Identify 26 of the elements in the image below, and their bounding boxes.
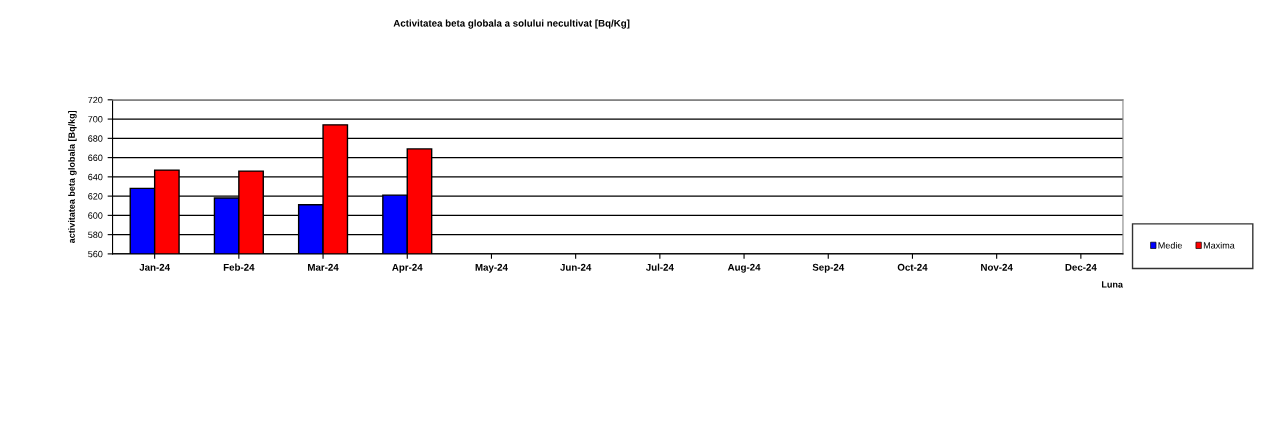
x-tick-label: Feb-24 [223, 263, 255, 271]
x-tick-label: Sep-24 [812, 263, 845, 273]
x-tick-label: Jun-24 [560, 263, 592, 271]
x-tick-label: Mar-24 [308, 263, 339, 271]
x-tick-label: Oct-24 [897, 263, 928, 271]
y-tick-label: 680 [88, 135, 103, 142]
y-tick-label: 720 [88, 96, 103, 104]
x-tick-label: Dec-24 [1065, 263, 1097, 271]
x-tick-label: May-24 [475, 263, 508, 273]
x-tick-label: Apr-24 [392, 263, 423, 273]
x-tick-label: Nov-24 [981, 263, 1013, 271]
x-tick-label: Jan-24 [139, 263, 170, 271]
chart-title: Activitatea beta globala a solului necultivat [Bq/Kg] [393, 19, 630, 29]
y-tick-label: 700 [88, 116, 103, 123]
legend-label: Medie [1158, 241, 1182, 249]
x-tick-label: Jul-24 [645, 263, 674, 271]
y-tick-label: 580 [88, 231, 103, 238]
legend-label: Maxima [1203, 241, 1235, 249]
y-tick-label: 640 [88, 173, 103, 181]
x-tick-label: Aug-24 [727, 263, 761, 273]
y-tick-label: 600 [88, 212, 103, 219]
y-tick-label: 660 [88, 154, 103, 161]
y-axis-title: activitatea beta globala [Bq/kg] [68, 110, 77, 244]
x-axis-title: Luna [1102, 281, 1124, 288]
y-tick-label: 560 [88, 250, 103, 258]
y-tick-label: 620 [88, 193, 103, 200]
